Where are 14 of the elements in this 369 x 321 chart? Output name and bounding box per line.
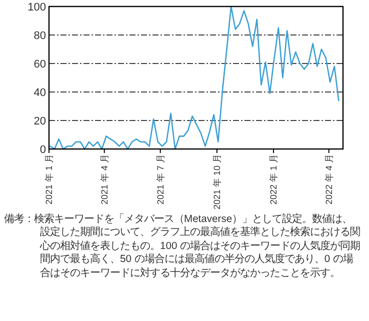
y-tick-label: 20 [34,116,46,128]
x-tick-label: 2021 年 7 月 [156,154,166,205]
y-tick-label: 100 [28,2,46,14]
x-tick-label: 2022 年 1 月 [268,154,279,205]
x-tick-label: 2022 年 4 月 [324,154,334,205]
y-tick-label: 80 [34,30,46,42]
y-tick-label: 60 [34,58,46,70]
x-tick-label: 2021 年 10 月 [212,154,222,210]
x-tick-label: 2021 年 1 月 [44,154,54,205]
text: 備考：検索キーワードを「メタバース（Metaverse）」として設定。数値は、設定した期間について、グラフ上の最高値を基準とした検索における関心の相対値を表したもの。100 の場合はそのキーワードの人気度が同期間内で最も高く、50 の場合には最高値の半分の人気度であり、0 の場合はそのキーワードに対する十分なデータがなかったことを示す。 [4,212,362,281]
x-tick-label: 2021 年 4 月 [100,154,110,205]
y-tick-label: 40 [34,87,46,99]
line-series [50,6,340,150]
y-tick-label: 0 [40,144,46,156]
